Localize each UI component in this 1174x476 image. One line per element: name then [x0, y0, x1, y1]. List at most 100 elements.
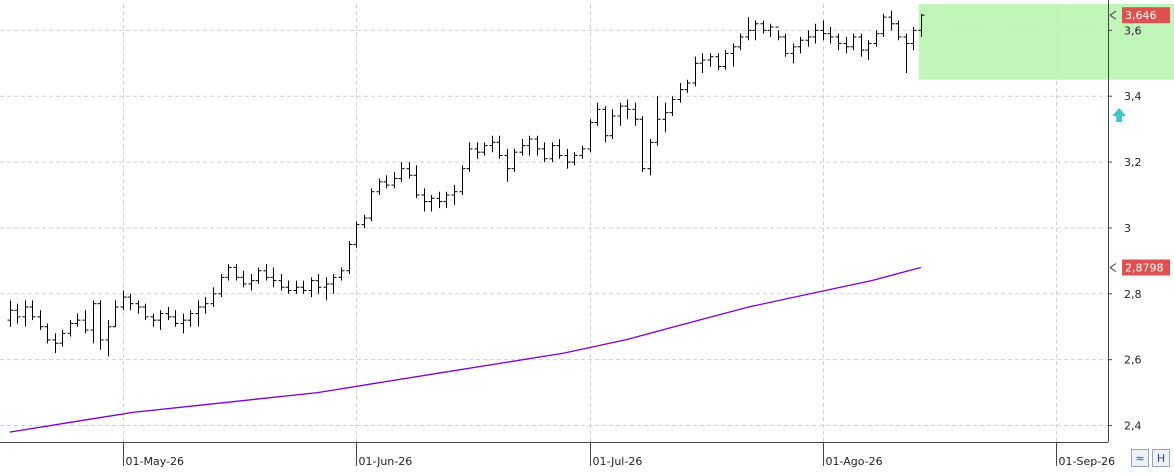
ohlc-bar — [150, 313, 157, 327]
ohlc-bar — [105, 320, 112, 357]
ohlc-bar — [481, 142, 488, 156]
ohlc-bar — [684, 79, 691, 93]
ohlc-bar — [526, 135, 533, 156]
ohlc-bar — [315, 274, 322, 294]
ohlc-bar — [443, 191, 450, 209]
ohlc-bar — [617, 102, 624, 126]
ohlc-bar — [233, 264, 240, 281]
ohlc-bar — [248, 274, 255, 291]
ohlc-bar — [82, 310, 89, 334]
ohlc-bar — [564, 148, 571, 169]
ohlc-bar — [745, 17, 752, 41]
ohlc-bar — [602, 106, 609, 143]
grid-lines — [0, 4, 1108, 442]
ohlc-bar — [835, 33, 842, 51]
ohlc-bar — [587, 119, 594, 153]
y-tick-label: 2,6 — [1124, 354, 1142, 367]
x-tick-label: 01-Ago-26 — [826, 455, 883, 468]
ohlc-bar — [376, 178, 383, 196]
last-price-tag-label: 3,646 — [1125, 9, 1157, 22]
ohlc-bar — [353, 221, 360, 248]
y-tick-label: 3,2 — [1124, 156, 1142, 169]
ohlc-bar — [850, 33, 857, 51]
ohlc-bar — [782, 33, 789, 57]
ohlc-bar — [843, 36, 850, 54]
y-axis-ticks: 2,4 2,6 2,8 3 3,2 3,4 3,6 — [1108, 24, 1142, 433]
ohlc-bar — [662, 102, 669, 133]
x-tick-label: 01-Jul-26 — [593, 455, 643, 468]
up-arrow-icon — [1112, 107, 1127, 122]
y-tick-label: 3 — [1124, 222, 1131, 235]
ohlc-bar — [210, 287, 217, 307]
ohlc-bar — [391, 171, 398, 189]
ohlc-bar — [436, 191, 443, 209]
ohlc-bar — [873, 30, 880, 47]
ohlc-bar — [225, 264, 232, 281]
ohlc-bar — [692, 56, 699, 87]
ohlc-bar — [157, 310, 164, 331]
ohlc-bar — [37, 310, 44, 331]
ohlc-bar — [180, 313, 187, 334]
ohlc-bar — [285, 280, 292, 294]
ohlc-bar — [195, 300, 202, 327]
ohlc-bar — [323, 277, 330, 301]
y-tick-label: 2,4 — [1124, 420, 1142, 433]
ohlc-bar — [7, 300, 14, 327]
ohlc-bar — [647, 139, 654, 176]
ohlc-bar — [112, 300, 119, 328]
ohlc-bar — [594, 102, 601, 126]
ohlc-bar — [142, 303, 149, 321]
ohlc-bar — [805, 30, 812, 47]
ohlc-bar — [330, 274, 337, 294]
ohlc-bar — [880, 13, 887, 37]
ohlc-bar — [534, 135, 541, 156]
marker-layer — [1112, 107, 1127, 122]
ohlc-bar — [752, 20, 759, 41]
ohlc-series — [7, 10, 925, 357]
ohlc-bar — [14, 303, 21, 324]
ohlc-bar — [730, 43, 737, 67]
h-icon: H — [1156, 451, 1166, 465]
ohlc-bar — [496, 135, 503, 159]
ohlc-bar — [368, 188, 375, 222]
ohlc-bar — [459, 165, 466, 196]
x-tick-label: 01-Jun-26 — [359, 455, 413, 468]
wave-icon-button[interactable]: ≈ — [1131, 449, 1149, 467]
ohlc-bar — [858, 33, 865, 57]
ohlc-bar — [715, 53, 722, 70]
ohlc-bar — [895, 20, 902, 41]
ohlc-bar — [406, 162, 413, 179]
ohlc-bar — [820, 20, 827, 41]
y-tick-label: 2,8 — [1124, 288, 1142, 301]
ohlc-bar — [669, 96, 676, 116]
y-tick-label: 3,4 — [1124, 90, 1142, 103]
h-icon-button[interactable]: H — [1152, 449, 1170, 467]
ohlc-bar — [504, 148, 511, 182]
ohlc-bar — [699, 53, 706, 74]
ohlc-bar — [910, 27, 917, 51]
last-price-tag-pointer — [1109, 10, 1117, 20]
axes — [0, 0, 1109, 443]
ohlc-bar — [293, 280, 300, 294]
ohlc-bar — [413, 165, 420, 199]
y-tick-label: 3,6 — [1124, 24, 1142, 37]
ohlc-bar — [361, 214, 368, 228]
ohlc-bar — [797, 36, 804, 54]
ohlc-bar — [556, 139, 563, 159]
ohlc-bar — [707, 53, 714, 67]
ohlc-bar — [632, 102, 639, 126]
x-tick-label: 01-Sep-26 — [1059, 455, 1116, 468]
ohlc-bar — [767, 23, 774, 37]
ohlc-bar — [44, 323, 51, 344]
ohlc-bar — [865, 40, 872, 60]
ohlc-bar — [549, 142, 556, 163]
ohlc-bar — [541, 142, 548, 163]
ohlc-bar — [240, 270, 247, 288]
ohlc-bar — [519, 139, 526, 156]
x-axis-ticks: 01-May-26 01-Jun-26 01-Jul-26 01-Ago-26 01-S… — [123, 442, 1116, 468]
ohlc-bar — [677, 83, 684, 103]
ohlc-bar — [609, 109, 616, 140]
ohlc-bar — [172, 310, 179, 327]
ohlc-bar — [165, 306, 172, 321]
ohlc-bar — [120, 290, 127, 311]
